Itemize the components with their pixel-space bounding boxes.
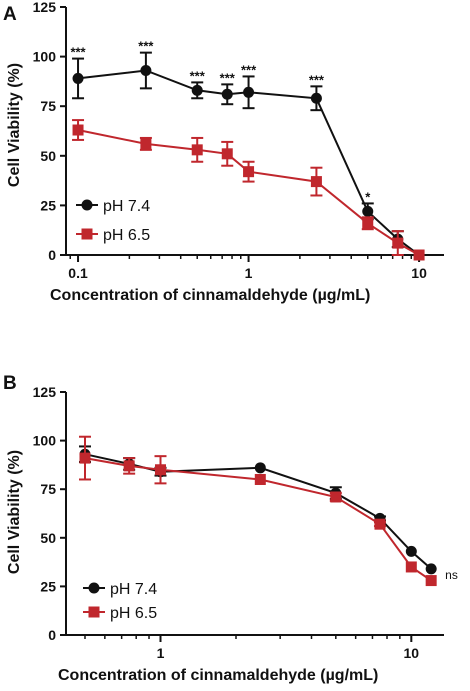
y-tick-label: 0: [48, 247, 56, 263]
x-tick-label: 10: [411, 265, 427, 281]
panel-b-legend: pH 7.4 pH 6.5: [83, 581, 157, 622]
panel-b-series: [78, 435, 437, 587]
data-point: [362, 205, 374, 217]
data-point: [310, 176, 322, 188]
panel-b-annotations: ns: [445, 568, 458, 582]
panel-b-y-axis-label: Cell Viability (%): [6, 450, 23, 574]
data-point: [221, 148, 233, 160]
legend-marker-ph74: [88, 582, 100, 594]
panel-b-label: B: [3, 373, 17, 394]
panel-a-y-axis-label: Cell Viability (%): [6, 63, 23, 187]
legend-label-ph65: pH 6.5: [103, 227, 150, 244]
data-point: [72, 124, 84, 136]
legend-marker-ph65: [81, 228, 93, 240]
x-tick-label: 1: [245, 265, 253, 281]
data-point: [123, 460, 135, 472]
significance-label: ***: [138, 39, 154, 54]
panel-a-label: A: [3, 4, 17, 25]
significance-label: ***: [241, 62, 257, 77]
y-tick-label: 25: [40, 197, 56, 213]
panel-b-axes: 0 25 50 75 100 125 1 10: [33, 384, 444, 661]
y-tick-label: 75: [40, 481, 56, 497]
data-point: [221, 88, 233, 100]
panel-a-x-axis-label: Concentration of cinnamaldehyde (µg/mL): [50, 287, 370, 304]
x-tick-label: 10: [404, 645, 420, 661]
data-point: [79, 452, 91, 464]
legend-marker-ph65: [88, 606, 100, 618]
significance-label: *: [365, 189, 371, 204]
legend-label-ph74: pH 7.4: [103, 198, 150, 215]
legend-label-ph74: pH 7.4: [110, 581, 157, 598]
data-point: [254, 473, 266, 485]
data-point: [140, 64, 152, 76]
y-tick-label: 75: [40, 98, 56, 114]
significance-label: ***: [190, 68, 206, 83]
panel-a-axes: 0 25 50 75 100 125 0.1 1 10: [33, 0, 444, 281]
x-tick-label: 0.1: [68, 265, 88, 281]
data-point: [405, 545, 417, 557]
panel-a-annotations: *** ****** **********: [70, 39, 371, 205]
significance-label: ***: [220, 70, 236, 85]
data-point: [425, 563, 437, 575]
significance-label: ns: [445, 568, 458, 582]
panel-a-series: [72, 51, 425, 261]
data-point: [243, 86, 255, 98]
panel-b: B 0 25 50 75 100 125 1 10 ns Concentration of c…: [3, 373, 458, 684]
y-tick-label: 50: [40, 530, 56, 546]
data-point: [191, 84, 203, 96]
y-tick-label: 100: [33, 49, 57, 65]
data-point: [374, 518, 386, 530]
y-tick-label: 50: [40, 148, 56, 164]
data-point: [425, 575, 437, 587]
y-tick-label: 125: [33, 384, 57, 400]
data-point: [191, 144, 203, 156]
data-point: [254, 462, 266, 474]
y-tick-label: 100: [33, 433, 57, 449]
panel-b-x-axis-label: Concentration of cinnamaldehyde (µg/mL): [58, 667, 378, 684]
data-point: [310, 92, 322, 104]
legend-label-ph65: pH 6.5: [110, 605, 157, 622]
y-tick-label: 0: [48, 627, 56, 643]
data-point: [392, 237, 404, 249]
data-point: [140, 138, 152, 150]
legend-marker-ph74: [81, 199, 93, 211]
data-point: [330, 491, 342, 503]
significance-label: ***: [309, 72, 325, 87]
y-tick-label: 25: [40, 578, 56, 594]
data-point: [154, 464, 166, 476]
data-point: [413, 249, 425, 261]
panel-a-legend: pH 7.4 pH 6.5: [76, 198, 150, 244]
data-point: [405, 561, 417, 573]
significance-label: ***: [70, 45, 86, 60]
data-point: [362, 217, 374, 229]
data-point: [243, 166, 255, 178]
x-tick-label: 1: [157, 645, 165, 661]
data-point: [72, 72, 84, 84]
y-tick-label: 125: [33, 0, 57, 15]
